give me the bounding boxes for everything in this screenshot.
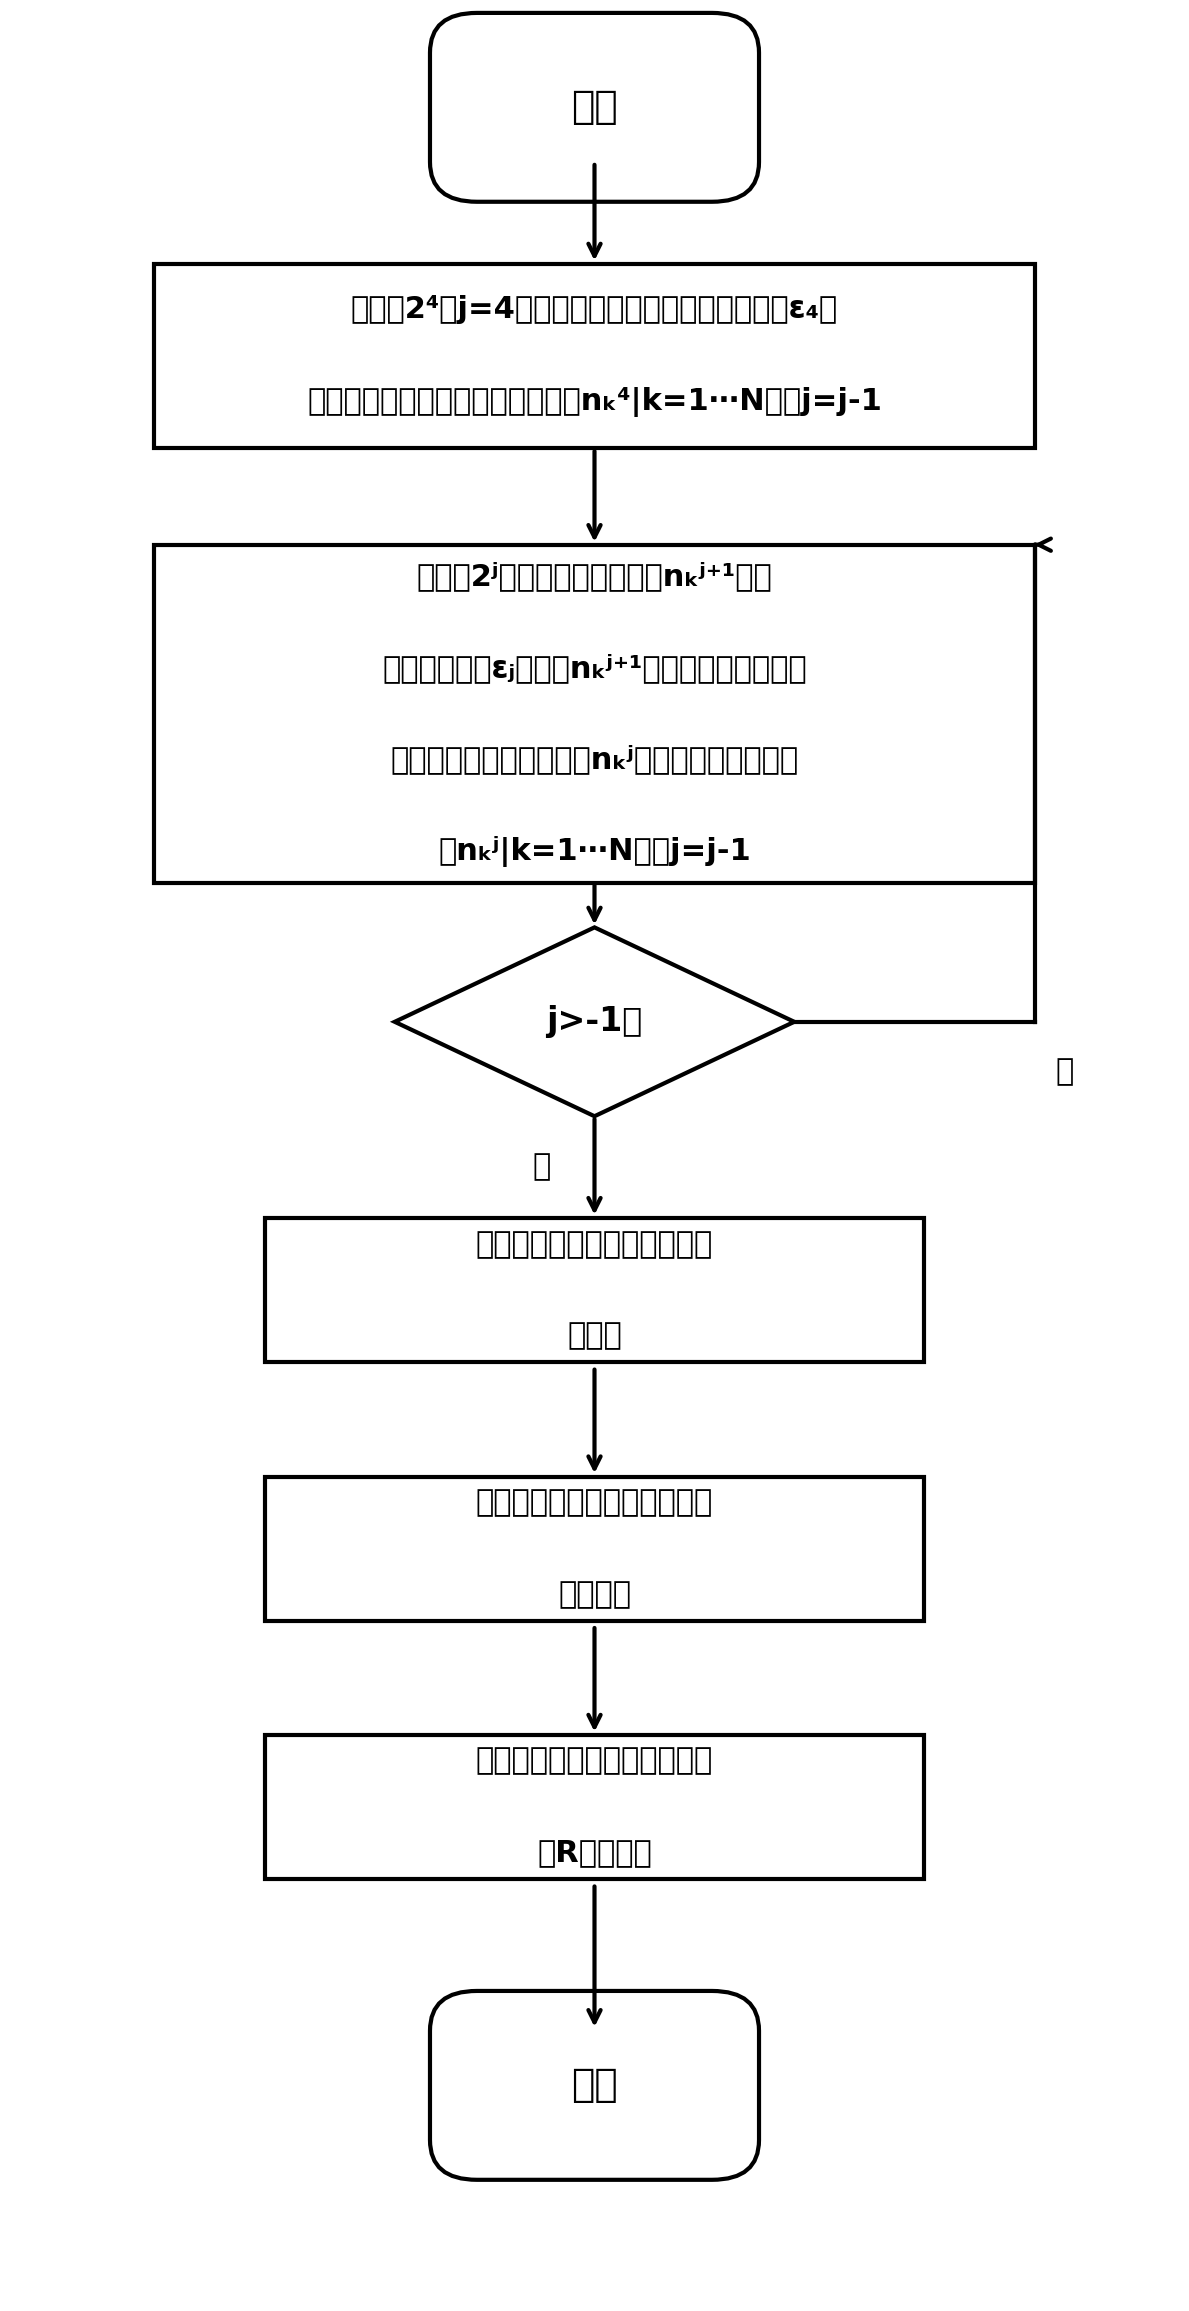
Text: 计算极值点的奇异性去除噪声: 计算极值点的奇异性去除噪声 <box>476 1229 713 1259</box>
Bar <box>265 1736 924 1879</box>
Text: j>-1？: j>-1？ <box>547 1005 642 1038</box>
FancyBboxPatch shape <box>430 14 759 201</box>
Text: ｛nₖʲ|k=1⋯N｝，j=j-1: ｛nₖʲ|k=1⋯N｝，j=j-1 <box>438 837 751 867</box>
FancyBboxPatch shape <box>430 1992 759 2179</box>
Text: 结束: 结束 <box>571 2066 618 2105</box>
Text: 到R波峰值点: 到R波峰值点 <box>537 1840 652 1867</box>
Text: 开始: 开始 <box>571 88 618 127</box>
Text: 模极大值点，设其位置为nₖʲ，从而可以得到集合: 模极大值点，设其位置为nₖʲ，从而可以得到集合 <box>390 744 799 774</box>
Bar <box>265 1218 924 1361</box>
Text: 是: 是 <box>1056 1056 1074 1086</box>
Bar <box>265 1477 924 1620</box>
Bar <box>153 263 1036 448</box>
Text: 或干扰: 或干扰 <box>567 1322 622 1350</box>
Text: 域内大于阈值εⱼ的且与nₖʲ⁺¹处小波变换同符号的: 域内大于阈值εⱼ的且与nₖʲ⁺¹处小波变换同符号的 <box>382 652 807 682</box>
Text: 模极大值点，得到这些点的集合（nₖ⁴|k=1⋯N），j=j-1: 模极大值点，得到这些点的集合（nₖ⁴|k=1⋯N），j=j-1 <box>307 386 882 416</box>
Text: 检测模极大值列的过零点即得: 检测模极大值列的过零点即得 <box>476 1747 713 1775</box>
Text: 在尺度2⁴（j=4）的小波变换上找出所有大于阈值ε₄的: 在尺度2⁴（j=4）的小波变换上找出所有大于阈值ε₄的 <box>351 296 838 324</box>
Text: 否: 否 <box>533 1153 551 1181</box>
Text: 删除孤立模极大值列和多余模: 删除孤立模极大值列和多余模 <box>476 1488 713 1518</box>
Text: 极大值列: 极大值列 <box>558 1581 631 1608</box>
Polygon shape <box>395 927 794 1116</box>
Text: 在尺度2ʲ的小波变换上，找出nₖʲ⁺¹的邻: 在尺度2ʲ的小波变换上，找出nₖʲ⁺¹的邻 <box>416 562 773 592</box>
Bar <box>153 545 1036 883</box>
